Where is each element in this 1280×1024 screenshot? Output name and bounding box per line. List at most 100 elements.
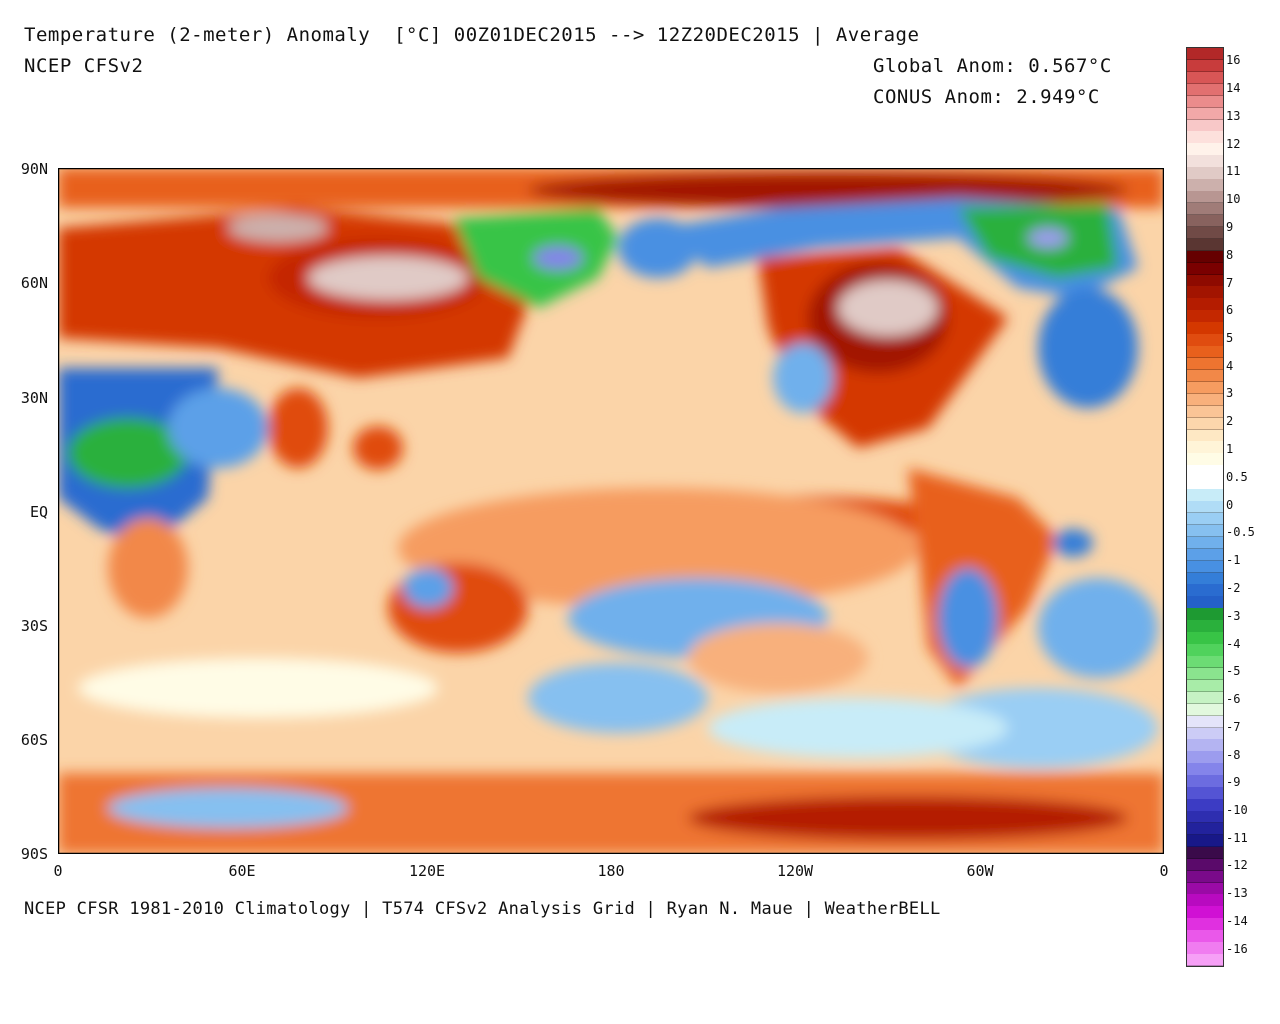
colorbar-label: -3 [1226, 609, 1241, 623]
lon-tick-180: 180 [597, 862, 625, 880]
colorbar-cell [1187, 799, 1223, 812]
colorbar-cell [1187, 715, 1223, 729]
lat-tick-30s: 30S [20, 617, 48, 635]
colorbar-cell [1187, 262, 1223, 276]
colorbar-cell [1187, 95, 1223, 109]
lon-tick-60e: 60E [228, 862, 256, 880]
colorbar-cell [1187, 584, 1223, 597]
colorbar-cell [1187, 179, 1223, 192]
lon-tick-0-right: 0 [1159, 862, 1169, 880]
colorbar-cell [1187, 739, 1223, 752]
colorbar-cell [1187, 405, 1223, 419]
colorbar-cell [1187, 536, 1223, 550]
colorbar-cell [1187, 59, 1223, 73]
conus-anomaly: CONUS Anom: 2.949°C [873, 86, 1100, 108]
colorbar-cell [1187, 191, 1223, 204]
colorbar-cell [1187, 548, 1223, 562]
colorbar-cell [1187, 787, 1223, 800]
colorbar-cell [1187, 918, 1223, 931]
colorbar-cell [1187, 763, 1223, 776]
colorbar-cell [1187, 822, 1223, 836]
colorbar-cell [1187, 524, 1223, 538]
colorbar-cell [1187, 560, 1223, 574]
colorbar-cell [1187, 703, 1223, 717]
colorbar-label: 13 [1226, 109, 1241, 123]
colorbar-cell [1187, 238, 1223, 252]
colorbar-label: 4 [1226, 359, 1234, 373]
colorbar [1186, 47, 1224, 967]
colorbar-label: -2 [1226, 581, 1241, 595]
lat-tick-90n: 90N [20, 160, 48, 178]
colorbar-label: 16 [1226, 53, 1241, 67]
colorbar-cell [1187, 894, 1223, 907]
colorbar-label: -16 [1226, 942, 1248, 956]
colorbar-cell [1187, 882, 1223, 895]
colorbar-label: -0.5 [1226, 525, 1255, 539]
colorbar-cell [1187, 274, 1223, 287]
colorbar-cell [1187, 310, 1223, 323]
colorbar-cell [1187, 429, 1223, 442]
colorbar-cell [1187, 727, 1223, 740]
colorbar-label: -11 [1226, 831, 1248, 845]
colorbar-cell [1187, 334, 1223, 347]
colorbar-label: -5 [1226, 664, 1241, 678]
colorbar-label: -9 [1226, 775, 1241, 789]
colorbar-cell [1187, 119, 1223, 132]
colorbar-label: -13 [1226, 886, 1248, 900]
colorbar-cell [1187, 465, 1223, 478]
colorbar-cell [1187, 298, 1223, 311]
lat-tick-30n: 30N [20, 389, 48, 407]
colorbar-cell [1187, 572, 1223, 585]
colorbar-label: 3 [1226, 386, 1234, 400]
colorbar-cell [1187, 131, 1223, 144]
colorbar-cell [1187, 214, 1223, 228]
colorbar-cell [1187, 417, 1223, 430]
lon-tick-120e: 120E [408, 862, 446, 880]
colorbar-cell [1187, 48, 1223, 61]
colorbar-cell [1187, 942, 1223, 955]
colorbar-cell [1187, 369, 1223, 383]
colorbar-cell [1187, 453, 1223, 466]
colorbar-label: 6 [1226, 303, 1234, 317]
colorbar-label: 0 [1226, 498, 1234, 512]
colorbar-cell [1187, 155, 1223, 168]
colorbar-cell [1187, 167, 1223, 180]
colorbar-cell [1187, 667, 1223, 681]
colorbar-label: -7 [1226, 720, 1241, 734]
colorbar-cell [1187, 501, 1223, 514]
colorbar-label: -8 [1226, 748, 1241, 762]
colorbar-cell [1187, 834, 1223, 848]
colorbar-label: -6 [1226, 692, 1241, 706]
colorbar-label: -10 [1226, 803, 1248, 817]
colorbar-label: 14 [1226, 81, 1241, 95]
colorbar-cell [1187, 679, 1223, 693]
colorbar-label: 7 [1226, 276, 1234, 290]
colorbar-label: -1 [1226, 553, 1241, 567]
lat-tick-60s: 60S [20, 731, 48, 749]
colorbar-cell [1187, 846, 1223, 860]
colorbar-cell [1187, 357, 1223, 371]
footer-credits: NCEP CFSR 1981-2010 Climatology | T574 C… [24, 899, 941, 919]
colorbar-label: 2 [1226, 414, 1234, 428]
colorbar-cell [1187, 751, 1223, 764]
lon-tick-60w: 60W [966, 862, 994, 880]
colorbar-label: 1 [1226, 442, 1234, 456]
colorbar-cell [1187, 512, 1223, 526]
colorbar-cell [1187, 143, 1223, 156]
colorbar-cell [1187, 71, 1223, 85]
colorbar-label: 0.5 [1226, 470, 1248, 484]
map-title: Temperature (2-meter) Anomaly [°C] 00Z01… [24, 24, 920, 46]
anomaly-map [58, 168, 1164, 854]
colorbar-cell [1187, 107, 1223, 121]
map-border [58, 168, 1164, 854]
colorbar-label: 10 [1226, 192, 1241, 206]
colorbar-cell [1187, 596, 1223, 609]
colorbar-cell [1187, 870, 1223, 884]
colorbar-cell [1187, 286, 1223, 299]
colorbar-cell [1187, 620, 1223, 633]
colorbar-cell [1187, 202, 1223, 216]
colorbar-cell [1187, 906, 1223, 919]
colorbar-label: -14 [1226, 914, 1248, 928]
lat-tick-90s: 90S [20, 845, 48, 863]
colorbar-cell [1187, 811, 1223, 824]
